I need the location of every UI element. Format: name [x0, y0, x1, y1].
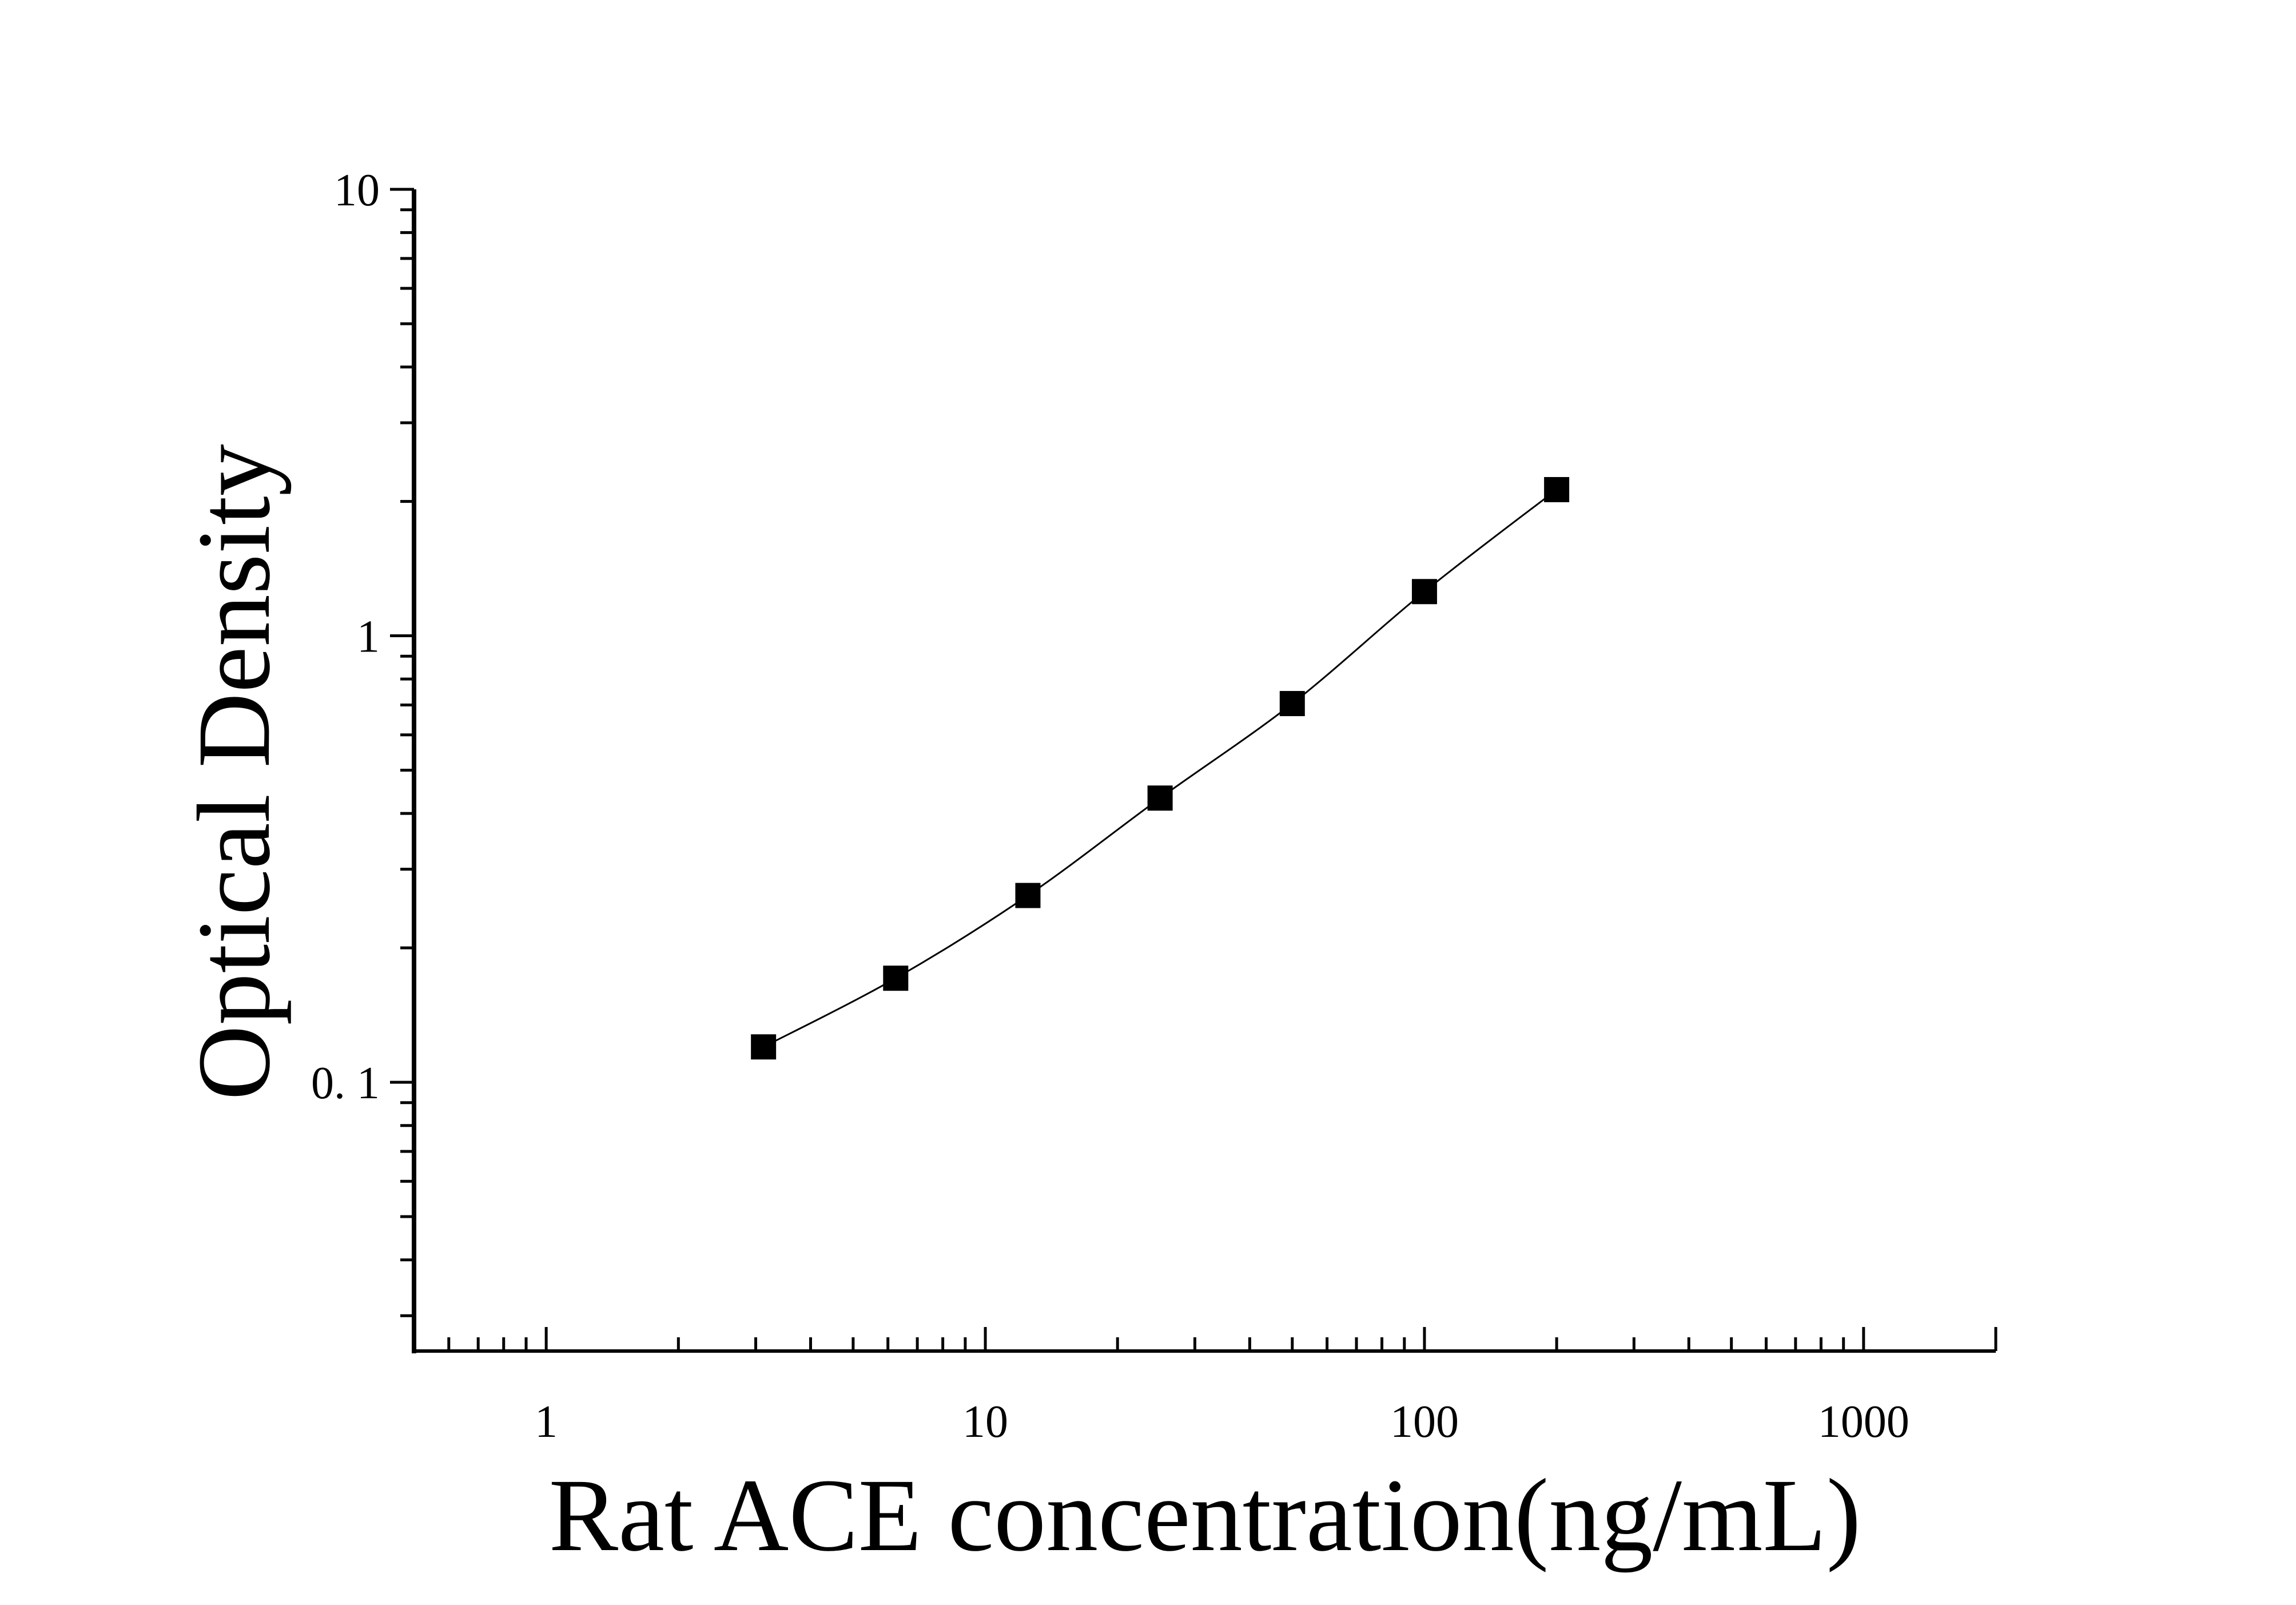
data-point	[1279, 691, 1305, 717]
x-tick-label: 1000	[1818, 1397, 1909, 1447]
data-point	[1147, 785, 1173, 811]
y-tick-label: 1	[357, 612, 380, 662]
x-axis-label: Rat ACE concentration(ng/mL)	[549, 1458, 1861, 1573]
x-tick-label: 10	[962, 1397, 1008, 1447]
x-tick-label: 1	[535, 1397, 558, 1447]
y-axis-label: Optical Density	[177, 444, 292, 1100]
data-point	[1015, 883, 1041, 908]
y-tick-label: 10	[334, 165, 380, 216]
data-point	[1411, 579, 1437, 605]
fit-curve	[763, 488, 1558, 1048]
x-tick-labels: 1 10 100 1000	[535, 1397, 1909, 1447]
y-tick-labels: 0. 1 1 10	[311, 165, 380, 1109]
data-point	[751, 1034, 777, 1060]
data-point	[1544, 477, 1570, 503]
data-point	[883, 966, 909, 991]
axes	[390, 188, 1997, 1353]
y-tick-label: 0. 1	[311, 1058, 380, 1109]
x-tick-label: 100	[1390, 1397, 1459, 1447]
data-points	[751, 477, 1570, 1060]
